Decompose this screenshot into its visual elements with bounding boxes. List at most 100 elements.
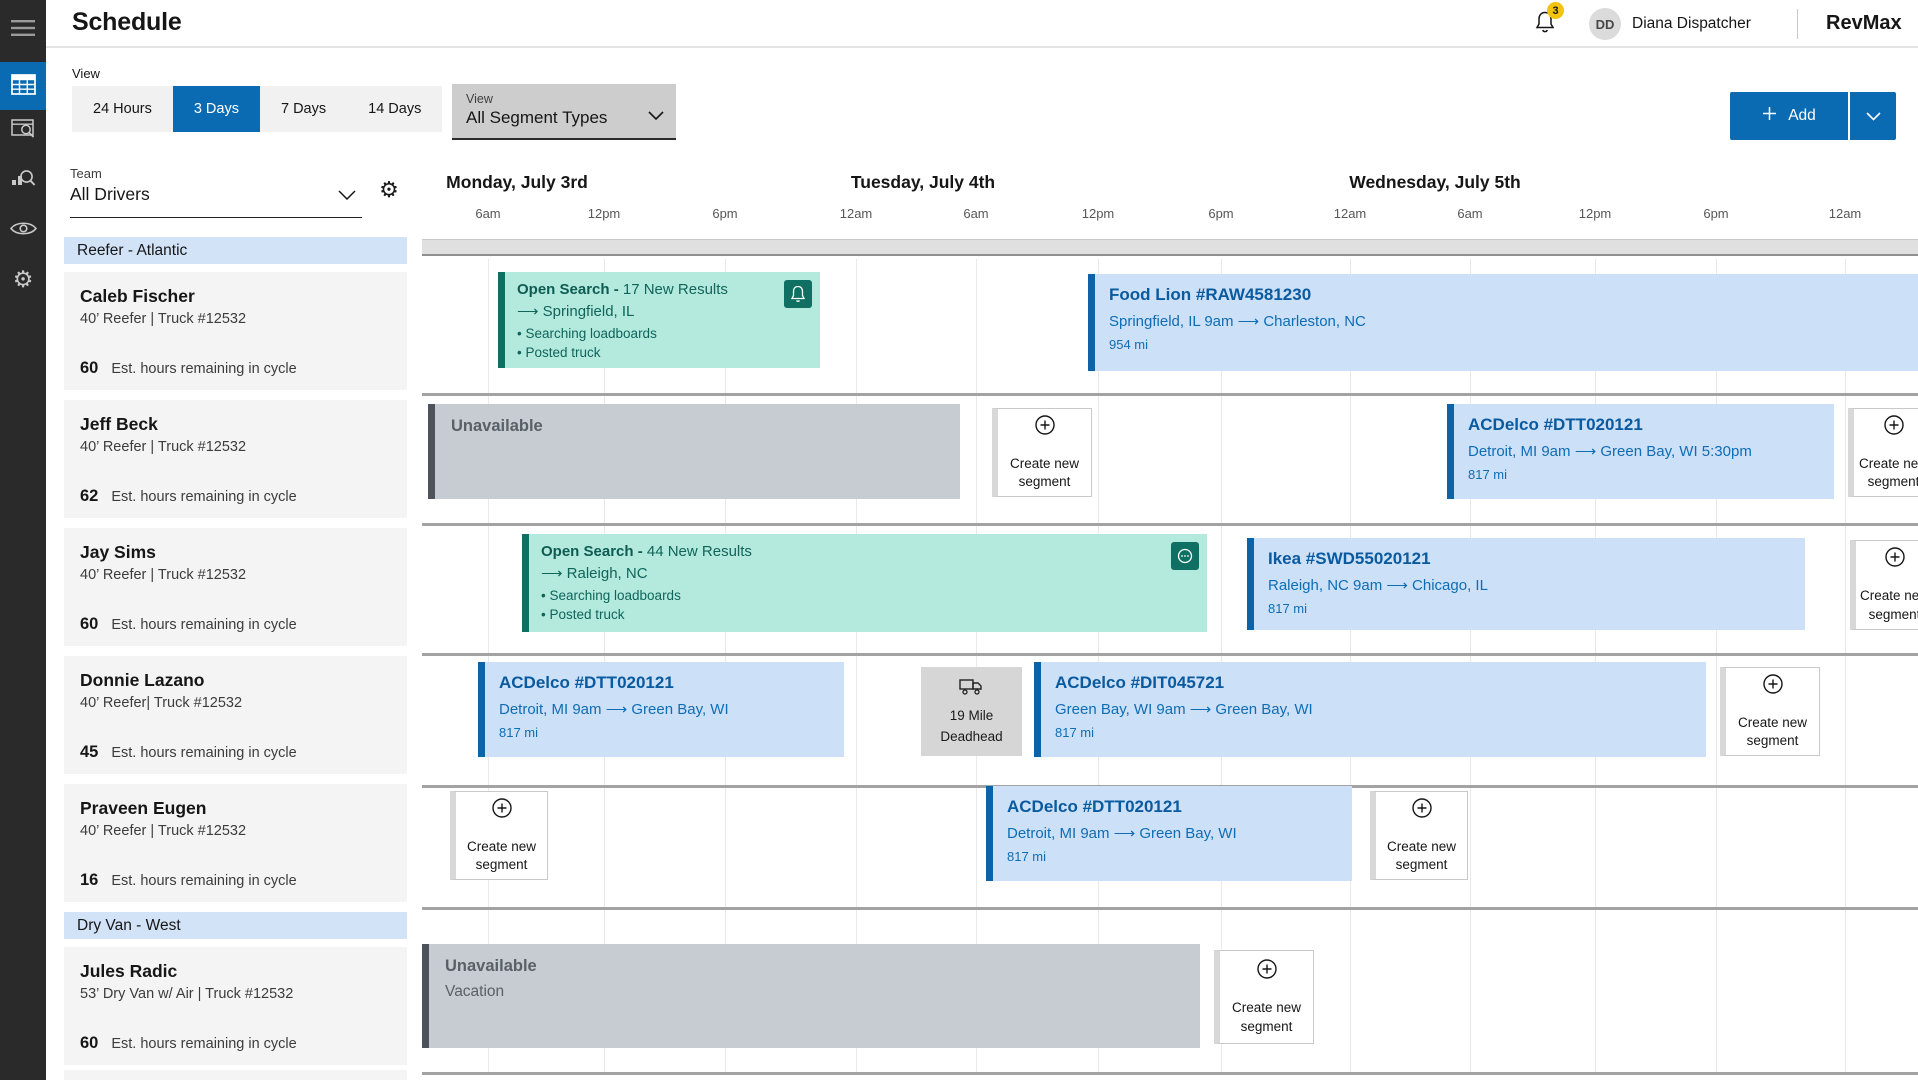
- search-bullet: • Posted truck: [541, 606, 625, 622]
- nav-settings[interactable]: ⚙: [0, 257, 46, 303]
- driver-card[interactable]: Jay Sims 40’ Reefer | Truck #12532 60 Est. …: [64, 528, 407, 646]
- open-search-segment[interactable]: Open Search - 17 New Results ⟶ Springfiel…: [498, 272, 820, 368]
- driver-equipment: 40’ Reefer | Truck #12532: [80, 823, 247, 839]
- create-segment-label: Create new segment: [1231, 1000, 1302, 1034]
- hours-remaining-value: 16: [80, 871, 99, 889]
- driver-hours: 62 Est. hours remaining in cycle: [80, 487, 391, 506]
- driver-card[interactable]: Donnie Lazano 40’ Reefer| Truck #12532 45 E…: [64, 656, 407, 774]
- add-dropdown-button[interactable]: [1850, 92, 1896, 140]
- create-segment-label: Create new segment: [1858, 455, 1918, 489]
- gridline: [976, 259, 977, 1073]
- open-search-segment[interactable]: Open Search - 44 New Results ⟶ Raleigh, N…: [522, 534, 1207, 632]
- day-header: Tuesday, July 4th: [850, 172, 996, 192]
- nav-analytics[interactable]: [0, 157, 46, 203]
- segment-dropdown-label: View: [466, 92, 493, 106]
- search-status-icon[interactable]: [1171, 542, 1199, 570]
- team-group-header[interactable]: Reefer - Atlantic: [64, 237, 407, 264]
- driver-card[interactable]: Praveen Eugen 40’ Reefer | Truck #12532 16…: [64, 784, 407, 902]
- unavailable-segment[interactable]: Unavailable Vacation: [422, 944, 1200, 1048]
- create-segment-button[interactable]: Create new segment: [1848, 408, 1918, 497]
- create-segment-button[interactable]: Create new segment: [992, 408, 1092, 497]
- load-segment[interactable]: ACDelco #DTT020121 Detroit, MI 9am ⟶ Gree…: [986, 786, 1352, 881]
- load-segment[interactable]: ACDelco #DTT020121 Detroit, MI 9am ⟶ Gree…: [1447, 404, 1834, 499]
- search-destination: ⟶ Raleigh, NC: [541, 565, 648, 582]
- hours-remaining-value: 60: [80, 1034, 99, 1052]
- search-title-line: Open Search - 17 New Results: [517, 281, 808, 298]
- driver-hours: 60 Est. hours remaining in cycle: [80, 615, 391, 634]
- search-results-count: 17 New Results: [618, 281, 728, 298]
- create-segment-button[interactable]: Create new segment: [1214, 950, 1314, 1044]
- gear-icon: ⚙: [379, 177, 399, 203]
- unavailable-segment[interactable]: Unavailable: [428, 404, 960, 499]
- search-destination: ⟶ Springfield, IL: [517, 303, 635, 320]
- hours-remaining-value: 60: [80, 615, 99, 633]
- notification-badge: 3: [1547, 2, 1564, 19]
- gridline: [856, 259, 857, 1073]
- driver-card[interactable]: Jules Radic 53’ Dry Van w/ Air | Truck #1…: [64, 947, 407, 1065]
- driver-name: Jeff Beck: [80, 414, 158, 434]
- range-toggle-group: 24 Hours 3 Days 7 Days 14 Days: [72, 86, 443, 132]
- window-search-icon: [10, 119, 36, 143]
- create-segment-button[interactable]: Create new segment: [1370, 791, 1468, 880]
- hours-remaining-label: Est. hours remaining in cycle: [111, 617, 297, 633]
- truck-icon: [958, 677, 985, 701]
- team-value: All Drivers: [70, 184, 150, 204]
- load-route: Raleigh, NC 9am ⟶ Chicago, IL: [1268, 577, 1488, 594]
- range-7-days[interactable]: 7 Days: [259, 86, 348, 132]
- team-group-header[interactable]: Dry Van - West: [64, 912, 407, 939]
- create-segment-button[interactable]: Create new segment: [450, 791, 548, 880]
- row-separator: [422, 393, 1918, 396]
- load-title: ACDelco #DTT020121: [499, 673, 674, 692]
- day-header: Monday, July 3rd: [446, 172, 588, 192]
- unavailable-title: Unavailable: [451, 417, 543, 435]
- load-segment[interactable]: ACDelco #DIT045721 Green Bay, WI 9am ⟶ Gr…: [1034, 662, 1706, 757]
- hours-remaining-label: Est. hours remaining in cycle: [111, 361, 297, 377]
- range-24-hours[interactable]: 24 Hours: [72, 86, 173, 132]
- load-segment[interactable]: Food Lion #RAW4581230 Springfield, IL 9am…: [1088, 274, 1918, 371]
- search-bullet: • Searching loadboards: [541, 588, 681, 603]
- load-segment[interactable]: ACDelco #DTT020121 Detroit, MI 9am ⟶ Gree…: [478, 662, 844, 757]
- eye-icon: [9, 220, 37, 240]
- timeline-scrollbar-track[interactable]: [422, 239, 1918, 256]
- deadhead-label: Deadhead: [940, 728, 1003, 744]
- load-segment[interactable]: Ikea #SWD55020121 Raleigh, NC 9am ⟶ Chica…: [1247, 538, 1805, 630]
- driver-card[interactable]: Jeff Beck 40’ Reefer | Truck #12532 62 Est.…: [64, 400, 407, 518]
- avatar[interactable]: DD: [1589, 8, 1621, 40]
- create-segment-label: Create new segment: [466, 838, 537, 872]
- segment-type-dropdown[interactable]: View All Segment Types: [452, 84, 676, 140]
- menu-button[interactable]: [0, 6, 46, 52]
- nav-schedule[interactable]: [0, 62, 46, 110]
- deadhead-segment[interactable]: 19 Mile Deadhead: [921, 667, 1022, 756]
- driver-card[interactable]: Caleb Fischer 40’ Reefer | Truck #12532 60…: [64, 272, 407, 390]
- plus-circle-icon: [1884, 546, 1906, 573]
- create-segment-label: Create new segment: [1859, 588, 1918, 622]
- row-separator: [422, 523, 1918, 526]
- add-button[interactable]: Add: [1730, 92, 1848, 140]
- header-divider: [1797, 9, 1798, 39]
- driver-equipment: 40’ Reefer| Truck #12532: [80, 695, 243, 711]
- gear-icon: ⚙: [12, 266, 34, 293]
- side-nav: ⚙: [0, 0, 46, 1080]
- nav-visibility[interactable]: [0, 207, 46, 253]
- hours-remaining-label: Est. hours remaining in cycle: [111, 873, 297, 889]
- hours-remaining-value: 45: [80, 743, 99, 761]
- create-segment-button[interactable]: Create new segment: [1720, 667, 1820, 756]
- range-14-days[interactable]: 14 Days: [347, 86, 443, 132]
- page-title: Schedule: [72, 8, 182, 36]
- nav-load-search[interactable]: [0, 108, 46, 154]
- time-tick-label: 6am: [475, 206, 501, 221]
- range-3-days[interactable]: 3 Days: [172, 86, 260, 132]
- alert-bell-icon[interactable]: [784, 280, 812, 308]
- hamburger-icon: [11, 19, 35, 40]
- create-segment-button[interactable]: Create new segment: [1850, 540, 1918, 630]
- team-dropdown[interactable]: Team All Drivers: [70, 166, 362, 218]
- team-label: Team: [70, 166, 102, 181]
- unavailable-reason: Vacation: [445, 983, 505, 1000]
- driver-equipment: 40’ Reefer | Truck #12532: [80, 567, 247, 583]
- create-segment-label: Create new segment: [1386, 838, 1457, 872]
- create-segment-label: Create new segment: [1737, 714, 1808, 748]
- load-miles: 817 mi: [499, 725, 539, 740]
- time-tick-label: 6pm: [1208, 206, 1234, 221]
- team-settings-button[interactable]: ⚙: [374, 175, 404, 205]
